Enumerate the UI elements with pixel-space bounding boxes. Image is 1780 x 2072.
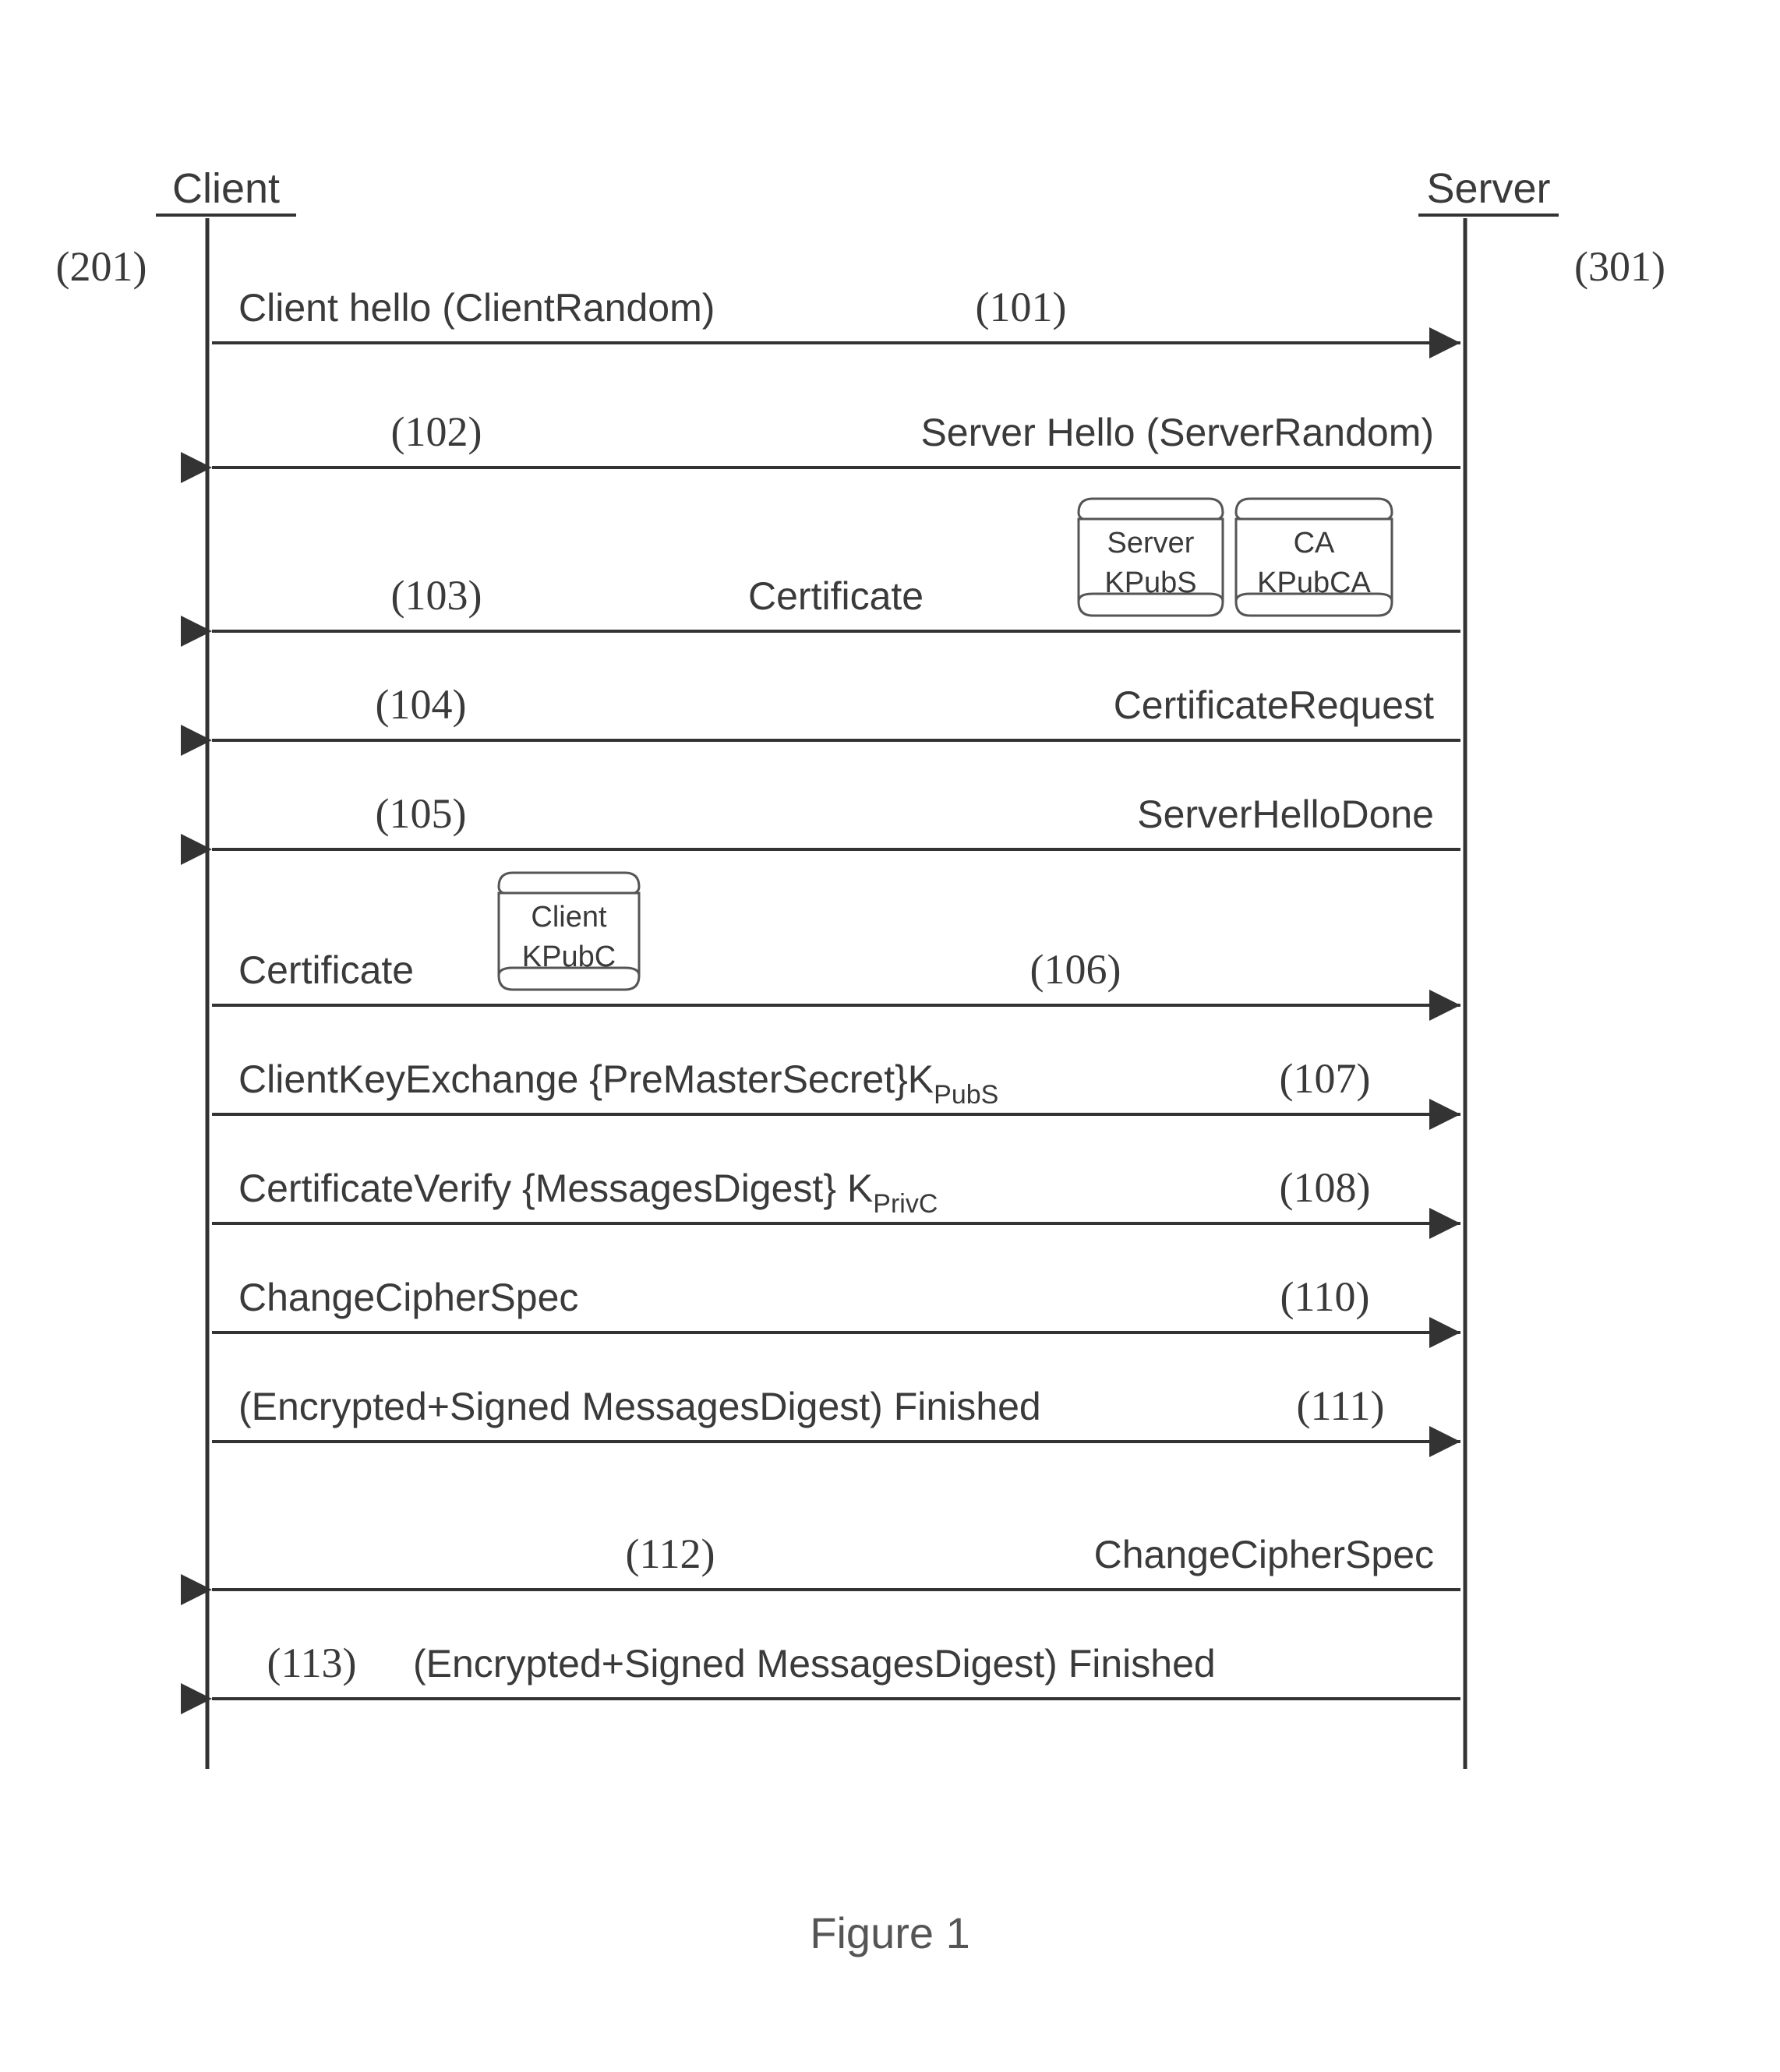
svg-text:(Encrypted+Signed MessagesDige: (Encrypted+Signed MessagesDigest) Finish… <box>413 1642 1216 1685</box>
ref-102: (102) <box>391 408 482 455</box>
msg-104: CertificateRequest (104) <box>212 681 1460 740</box>
svg-text:Certificate: Certificate <box>748 574 924 618</box>
svg-text:KPubCA: KPubCA <box>1257 567 1371 599</box>
msg-110: ChangeCipherSpec (110) <box>212 1273 1460 1333</box>
certificate-scroll: Server KPubS <box>1079 499 1223 616</box>
sequence-svg: Client Server (201) (301) Client hello (Clie… <box>0 0 1780 2072</box>
svg-text:Certificate: Certificate <box>238 948 414 992</box>
svg-text:Client hello (ClientRandom): Client hello (ClientRandom) <box>238 286 715 330</box>
msg-102: Server Hello (ServerRandom) (102) <box>212 408 1460 468</box>
msg-108: CertificateVerify {MessagesDigest} KPriv… <box>212 1164 1460 1223</box>
svg-text:CA: CA <box>1294 527 1335 559</box>
msg-111: (Encrypted+Signed MessagesDigest) Finish… <box>212 1382 1460 1442</box>
ref-104: (104) <box>376 681 467 728</box>
svg-text:CertificateRequest: CertificateRequest <box>1114 683 1434 727</box>
svg-text:ClientKeyExchange {PreMasterSe: ClientKeyExchange {PreMasterSecret}KPubS <box>238 1057 998 1110</box>
ref-113: (113) <box>267 1640 357 1686</box>
ref-108: (108) <box>1280 1164 1371 1211</box>
ref-105: (105) <box>376 790 467 837</box>
svg-text:ChangeCipherSpec: ChangeCipherSpec <box>238 1276 578 1319</box>
ref-111: (111) <box>1297 1382 1385 1429</box>
svg-text:Client: Client <box>531 901 607 934</box>
svg-text:(Encrypted+Signed MessagesDige: (Encrypted+Signed MessagesDigest) Finish… <box>238 1385 1041 1428</box>
svg-text:ServerHelloDone: ServerHelloDone <box>1137 792 1434 836</box>
msg-101: Client hello (ClientRandom) (101) <box>212 284 1460 343</box>
svg-text:ChangeCipherSpec: ChangeCipherSpec <box>1094 1533 1434 1576</box>
ref-101: (101) <box>976 284 1067 330</box>
msg-106: Certificate (106) <box>212 946 1460 1005</box>
ref-103: (103) <box>391 572 482 619</box>
figure-caption: Figure 1 <box>810 1908 969 1957</box>
msg-112: ChangeCipherSpec (112) <box>212 1530 1460 1590</box>
svg-text:KPubC: KPubC <box>522 941 616 973</box>
ref-106: (106) <box>1030 946 1121 993</box>
ref-107: (107) <box>1280 1055 1371 1102</box>
ref-301: (301) <box>1574 243 1665 290</box>
participant-client: Client <box>172 165 280 212</box>
svg-text:CertificateVerify {MessagesDig: CertificateVerify {MessagesDigest} KPriv… <box>238 1167 938 1219</box>
certificate-scroll: CA KPubCA <box>1236 499 1392 616</box>
msg-105: ServerHelloDone (105) <box>212 790 1460 849</box>
svg-text:Server Hello (ServerRandom): Server Hello (ServerRandom) <box>920 411 1434 454</box>
certificate-scroll: Client KPubC <box>499 873 639 990</box>
ref-110: (110) <box>1280 1273 1370 1320</box>
msg-113: (Encrypted+Signed MessagesDigest) Finish… <box>212 1640 1460 1699</box>
participant-server: Server <box>1426 165 1550 212</box>
svg-text:Server: Server <box>1107 527 1195 559</box>
msg-107: ClientKeyExchange {PreMasterSecret}KPubS… <box>212 1055 1460 1114</box>
ref-112: (112) <box>626 1530 715 1577</box>
ref-201: (201) <box>56 243 147 290</box>
sequence-diagram: Client Server (201) (301) Client hello (Clie… <box>0 0 1780 2072</box>
svg-text:KPubS: KPubS <box>1104 567 1196 599</box>
